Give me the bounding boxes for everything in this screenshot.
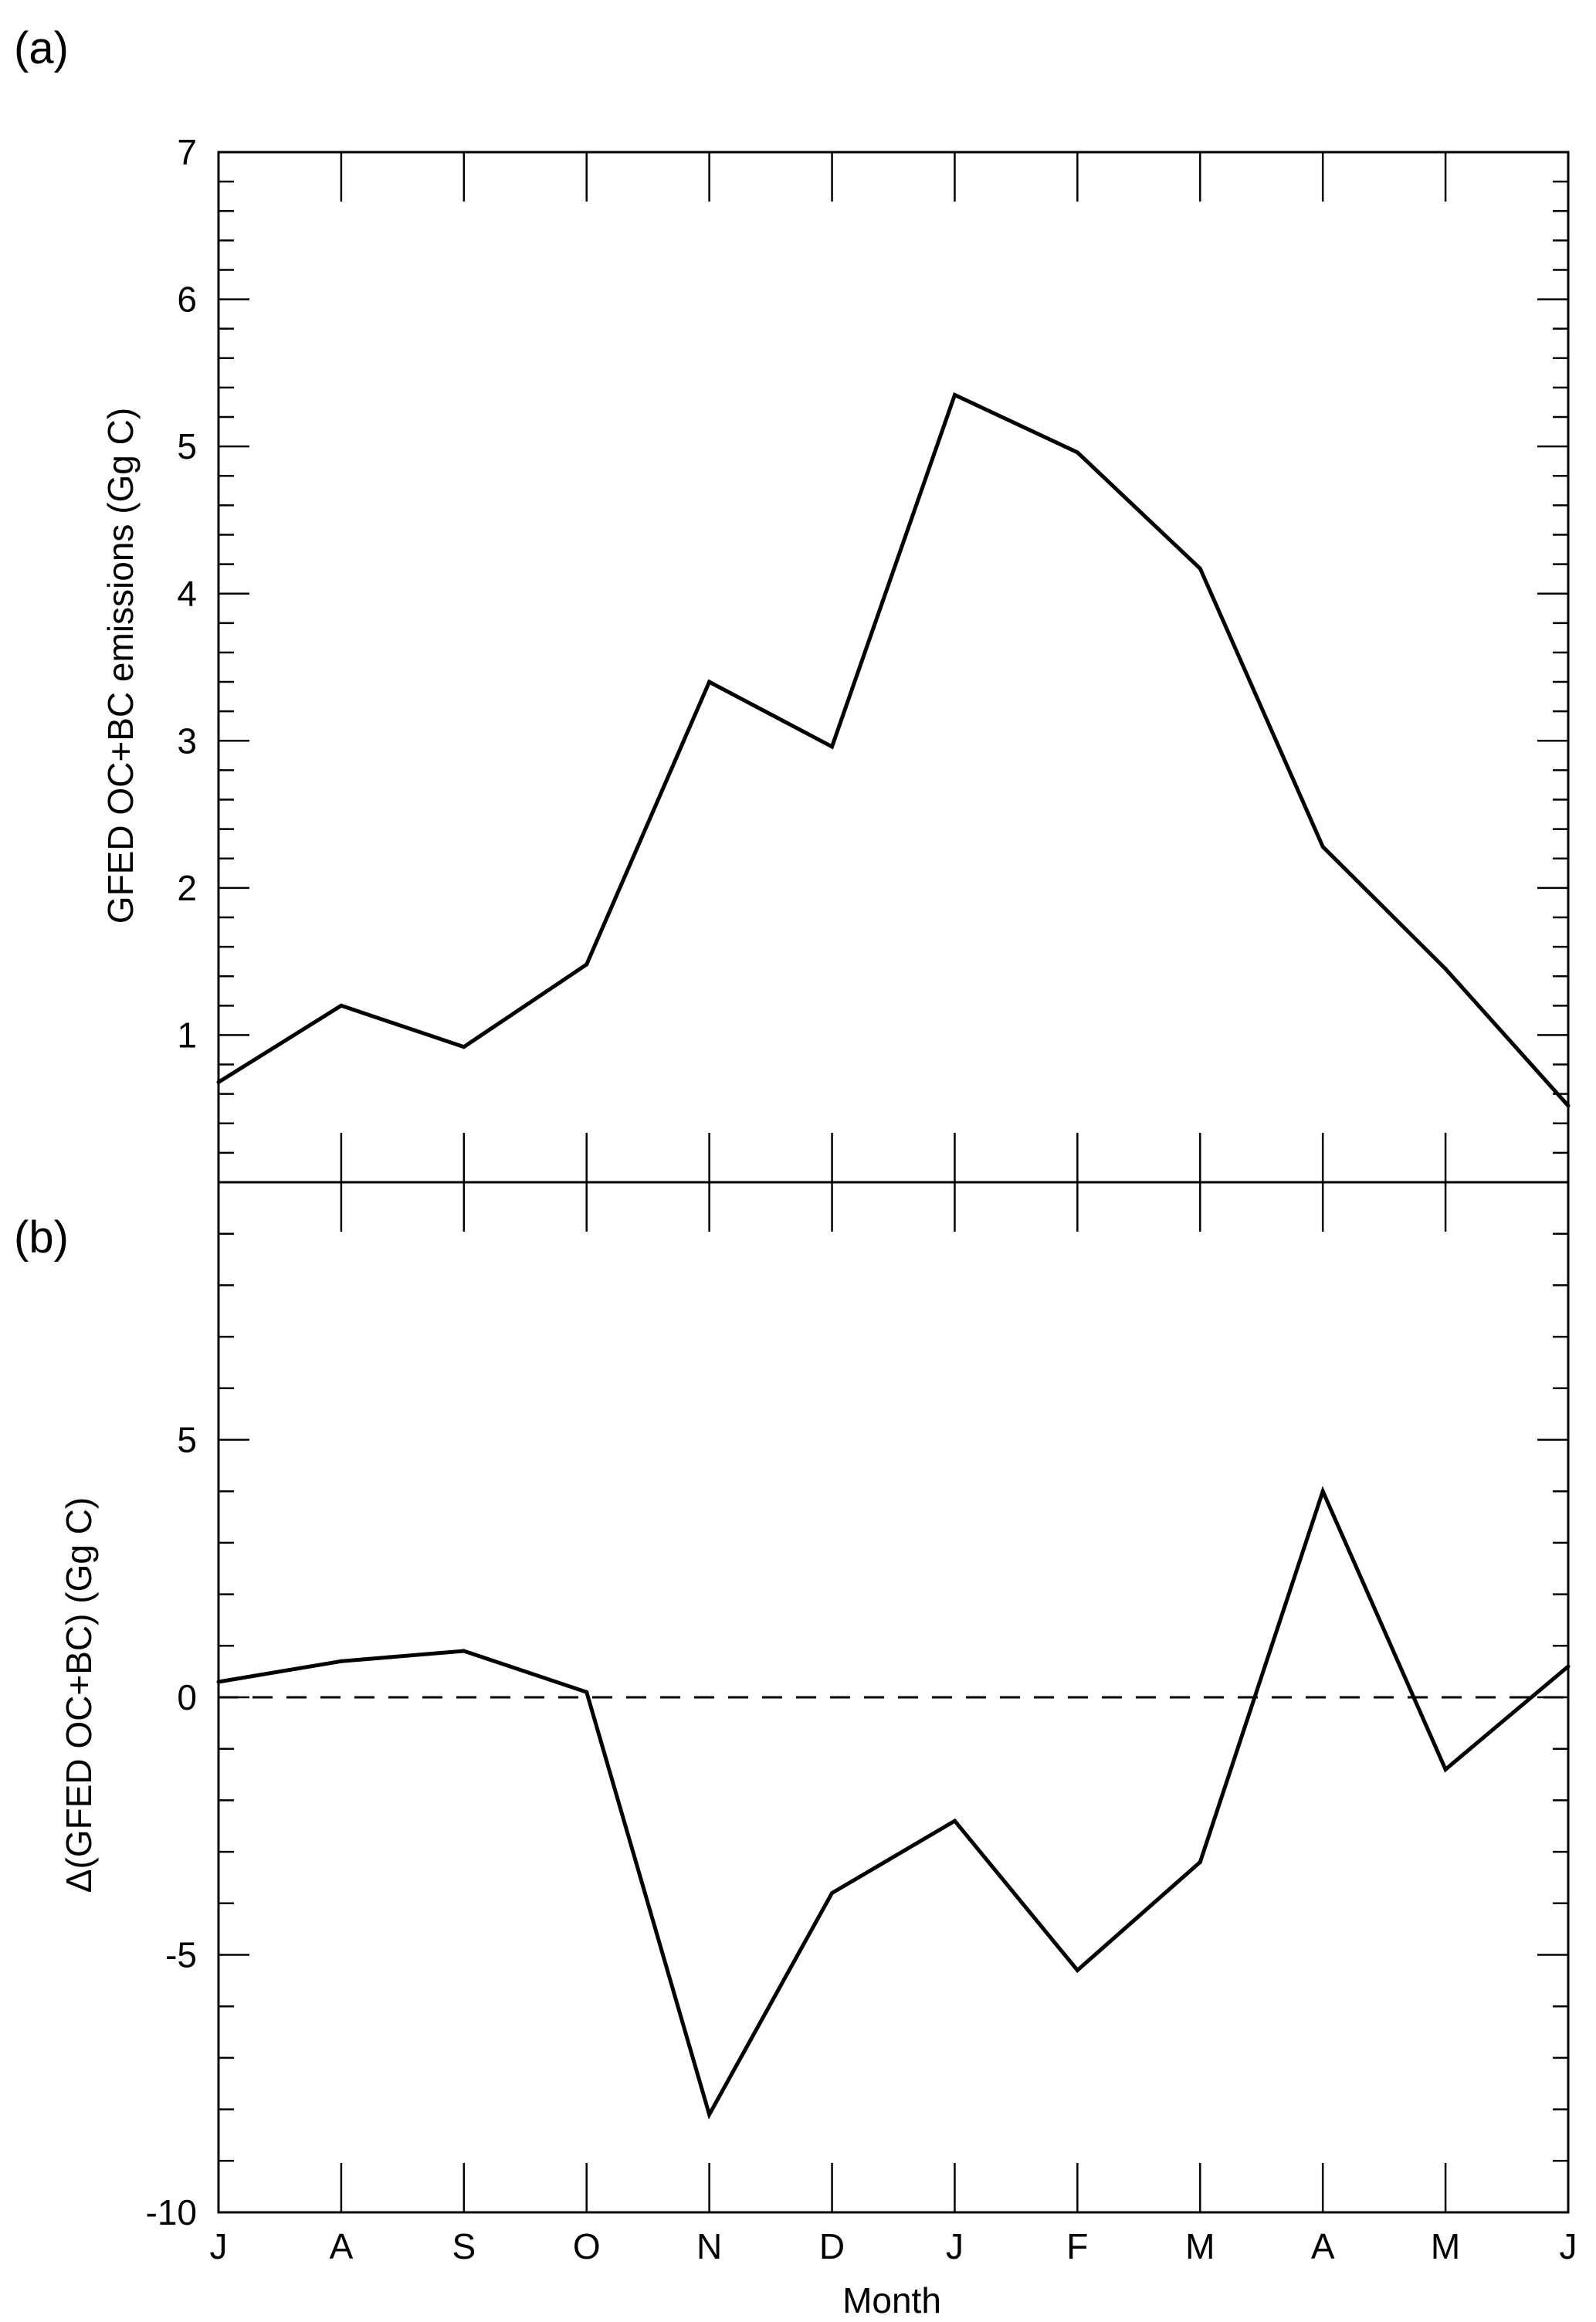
panel-a-data-point: [952, 392, 957, 397]
x-tick-label: N: [696, 2226, 722, 2266]
panel-a-data-point: [462, 1045, 466, 1049]
panel-b-data-point: [1075, 1968, 1079, 1973]
panel-a-series-line: [217, 392, 1570, 1107]
panel-a-data-point: [1443, 967, 1448, 971]
panel-a-data-point: [1320, 844, 1325, 849]
x-tick-label: O: [573, 2226, 601, 2266]
panel-b-data-point: [952, 1819, 957, 1823]
panel-a-frame: [217, 151, 1570, 1184]
x-tick-label: M: [1185, 2226, 1215, 2266]
panel-b-y-tick-label: -10: [146, 2192, 197, 2232]
panel-a-data-point: [1075, 450, 1079, 455]
x-tick-label: J: [1560, 2226, 1577, 2266]
panel-b-ticks: [217, 1181, 1570, 2214]
x-tick-label: S: [452, 2226, 476, 2266]
panel-a-data-point: [1198, 566, 1202, 571]
panel-a-y-tick-label: 2: [177, 868, 197, 908]
panel-b-frame: [217, 1181, 1570, 2214]
panel-b: (b) -10 -5 0 5 Δ(GFED OC+BC) (Gg C) J A S O N D J…: [14, 1181, 1577, 2320]
x-tick-label: M: [1431, 2226, 1460, 2266]
panel-a-y-axis-title: GFED OC+BC emissions (Gg C): [100, 408, 141, 924]
panel-b-data-point: [1198, 1859, 1202, 1864]
x-tick-label: D: [819, 2226, 845, 2266]
x-tick-label: A: [330, 2226, 354, 2266]
panel-b-series-points: [216, 1489, 1571, 2117]
panel-b-y-axis-title: Δ(GFED OC+BC) (Gg C): [59, 1497, 99, 1893]
panel-b-data-point: [707, 2112, 712, 2117]
panel-b-data-point: [462, 1649, 466, 1653]
panel-b-series-line: [218, 1486, 1570, 2120]
panel-b-y-tick-label: 5: [177, 1420, 197, 1460]
x-axis-title: Month: [842, 2280, 941, 2320]
panel-a-data-point: [707, 680, 712, 684]
panel-b-label: (b): [14, 1212, 69, 1263]
panel-a-data-point: [216, 1080, 221, 1084]
panel-b-data-point: [830, 1890, 835, 1895]
panel-a: (a) 1 2 3 4 5 6 7 GFED OC+BC emissions (Gg C): [14, 23, 1571, 1184]
panel-b-data-point: [339, 1659, 344, 1663]
panel-b-data-point: [1443, 1767, 1448, 1771]
panel-b-y-tick-label: -5: [165, 1935, 197, 1975]
panel-a-y-tick-label: 7: [177, 132, 197, 172]
panel-a-y-tick-label: 1: [177, 1015, 197, 1055]
panel-a-data-point: [1566, 1103, 1571, 1108]
panel-a-y-tick-label: 3: [177, 720, 197, 761]
x-tick-label: J: [210, 2226, 228, 2266]
x-tick-label: J: [946, 2226, 964, 2266]
panel-b-data-point: [1320, 1489, 1325, 1493]
x-tick-label: A: [1311, 2226, 1335, 2266]
panel-a-tick-labels: 1 2 3 4 5 6 7: [177, 132, 197, 1055]
panel-b-data-point: [1566, 1664, 1571, 1669]
x-tick-label: F: [1066, 2226, 1088, 2266]
panel-a-data-point: [339, 1003, 344, 1008]
panel-b-y-tick-label: 0: [177, 1677, 197, 1717]
panel-a-y-tick-label: 6: [177, 280, 197, 320]
panel-a-label: (a): [14, 23, 69, 73]
panel-a-series-points: [216, 392, 1571, 1108]
panel-a-data-point: [585, 962, 589, 967]
panel-b-tick-labels: -10 -5 0 5: [146, 1420, 197, 2233]
panel-b-data-point: [585, 1690, 589, 1694]
panel-a-y-tick-label: 4: [177, 574, 197, 614]
panel-a-y-tick-label: 5: [177, 426, 197, 466]
panel-a-data-point: [830, 744, 835, 749]
panel-a-ticks: [217, 151, 1570, 1184]
panel-b-data-point: [216, 1680, 221, 1684]
